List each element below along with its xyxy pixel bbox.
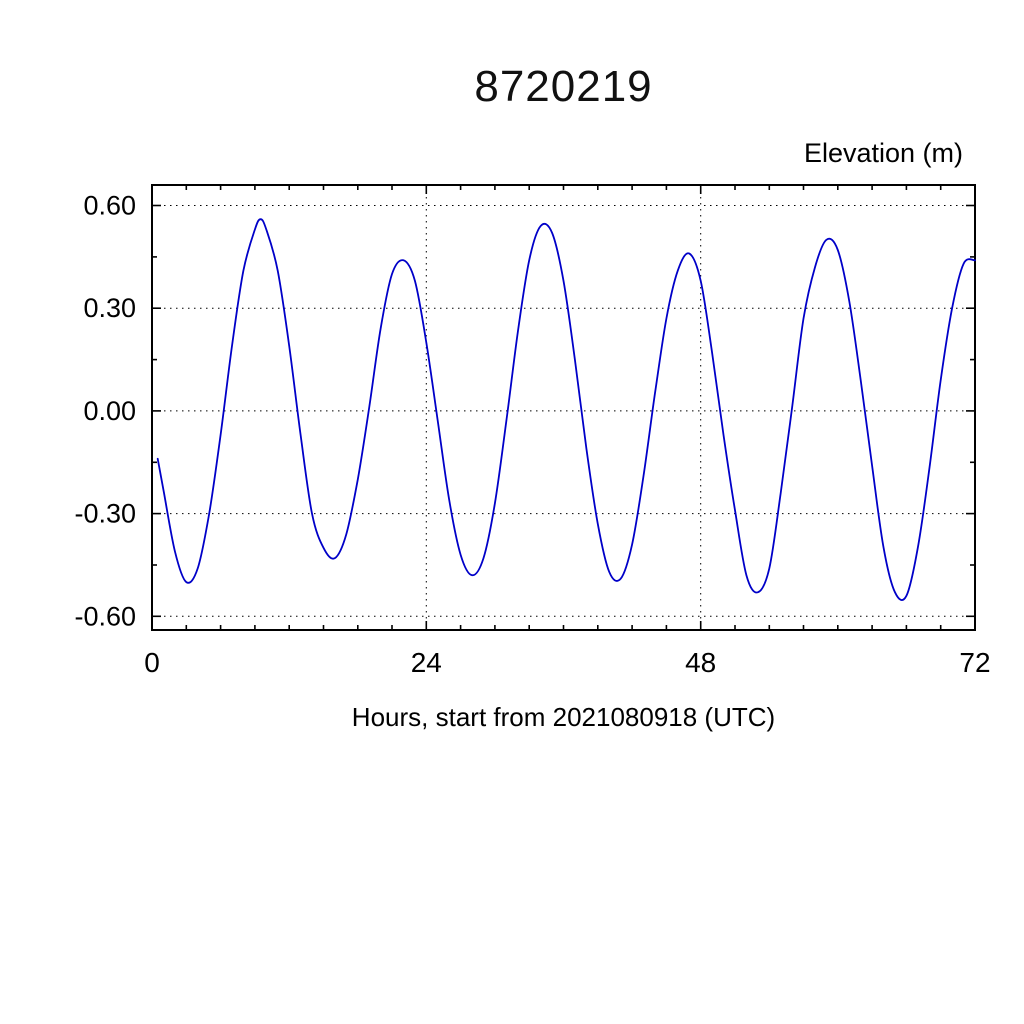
- y-tick-label: -0.30: [74, 499, 136, 529]
- y-axis-title: Elevation (m): [803, 138, 963, 168]
- x-tick-label: 24: [411, 647, 442, 678]
- x-axis-title: Hours, start from 2021080918 (UTC): [351, 702, 776, 732]
- plot-frame: [151, 184, 976, 631]
- tidal-elevation-curve: [156, 218, 976, 601]
- y-tick-label: 0.60: [83, 191, 136, 221]
- y-tick-label: 0.30: [83, 293, 136, 323]
- x-tick-label: 48: [685, 647, 716, 678]
- chart-title: 8720219: [474, 62, 653, 111]
- y-tick-label: 0.00: [83, 396, 136, 426]
- x-tick-label: 72: [959, 647, 990, 678]
- x-tick-label: 0: [144, 647, 160, 678]
- y-tick-label: -0.60: [74, 601, 136, 631]
